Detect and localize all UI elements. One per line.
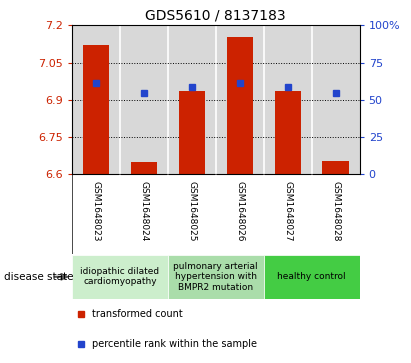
Bar: [72, 255, 168, 298]
Text: GSM1648026: GSM1648026: [235, 181, 244, 241]
Text: transformed count: transformed count: [92, 309, 183, 319]
Bar: [264, 255, 360, 298]
Bar: [131, 162, 157, 174]
Bar: [275, 91, 301, 174]
Bar: [323, 160, 349, 174]
Text: GSM1648025: GSM1648025: [187, 181, 196, 241]
Bar: [179, 91, 205, 174]
Title: GDS5610 / 8137183: GDS5610 / 8137183: [145, 9, 286, 23]
Text: pulmonary arterial
hypertension with
BMPR2 mutation: pulmonary arterial hypertension with BMP…: [173, 262, 258, 292]
Text: percentile rank within the sample: percentile rank within the sample: [92, 339, 257, 350]
Text: GSM1648024: GSM1648024: [139, 181, 148, 241]
Text: GSM1648028: GSM1648028: [331, 181, 340, 241]
Text: GSM1648027: GSM1648027: [283, 181, 292, 241]
Bar: [83, 45, 109, 174]
Text: GSM1648023: GSM1648023: [91, 181, 100, 241]
Text: idiopathic dilated
cardiomyopathy: idiopathic dilated cardiomyopathy: [80, 267, 159, 286]
Bar: [168, 255, 264, 298]
Bar: [226, 37, 253, 174]
Text: disease state: disease state: [4, 272, 74, 282]
Text: healthy control: healthy control: [277, 272, 346, 281]
